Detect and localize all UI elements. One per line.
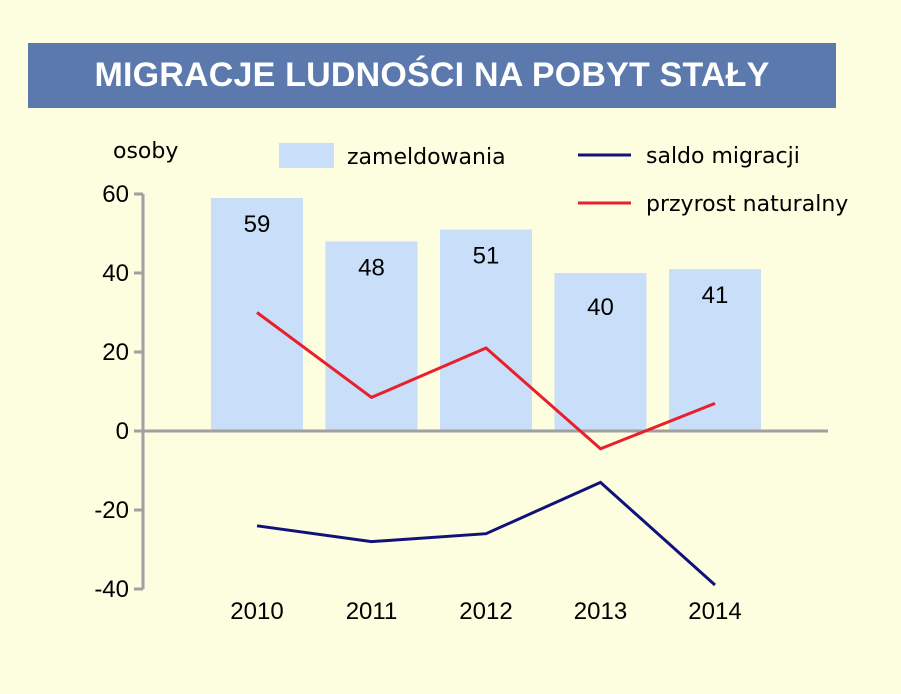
legend-label-zameldowania: zameldowania [347, 145, 506, 170]
lines-layer [256, 311, 717, 587]
bar-value-label: 59 [244, 211, 271, 238]
y-tick-label: 0 [116, 418, 129, 445]
y-tick-label: 20 [102, 339, 129, 366]
chart-title: MIGRACJE LUDNOŚCI NA POBYT STAŁY [94, 56, 770, 94]
bars-layer [211, 197, 761, 431]
y-tick-label: 60 [102, 181, 129, 208]
series-line-saldo-migracji [256, 480, 717, 587]
x-tick-label: 2010 [230, 598, 283, 625]
bar-zameldowania-2010 [211, 197, 303, 431]
bar-value-label: 48 [358, 254, 385, 281]
legend: zameldowania saldo migracji przyrost natur… [279, 143, 848, 217]
y-tick-label: -20 [94, 497, 129, 524]
bar-zameldowania-2013 [554, 273, 647, 431]
chart-title-banner: MIGRACJE LUDNOŚCI NA POBYT STAŁY [28, 43, 836, 108]
x-tick-label: 2011 [346, 598, 398, 625]
axes-layer: 60 40 20 0 -20 -40 osoby 2010 2011 2012 2013 2014 [94, 139, 828, 625]
y-tick-label: -40 [94, 576, 129, 603]
x-tick-label: 2013 [574, 598, 627, 625]
legend-label-saldo-migracji: saldo migracji [646, 144, 800, 169]
bar-value-label: 51 [473, 243, 500, 270]
bar-value-label: 40 [587, 294, 614, 321]
labels-layer: 59 48 51 40 41 [244, 211, 729, 321]
bar-zameldowania-2011 [325, 241, 418, 431]
bar-value-label: 41 [702, 282, 729, 309]
x-tick-label: 2012 [459, 598, 512, 625]
x-tick-label: 2014 [688, 598, 741, 625]
y-axis-unit-label: osoby [113, 139, 178, 164]
series-line-przyrost-naturalny [256, 311, 716, 451]
legend-swatch-zameldowania [279, 143, 334, 168]
legend-label-przyrost-naturalny: przyrost naturalny [646, 192, 848, 217]
y-tick-label: 40 [102, 260, 129, 287]
bar-zameldowania-2012 [440, 229, 532, 431]
